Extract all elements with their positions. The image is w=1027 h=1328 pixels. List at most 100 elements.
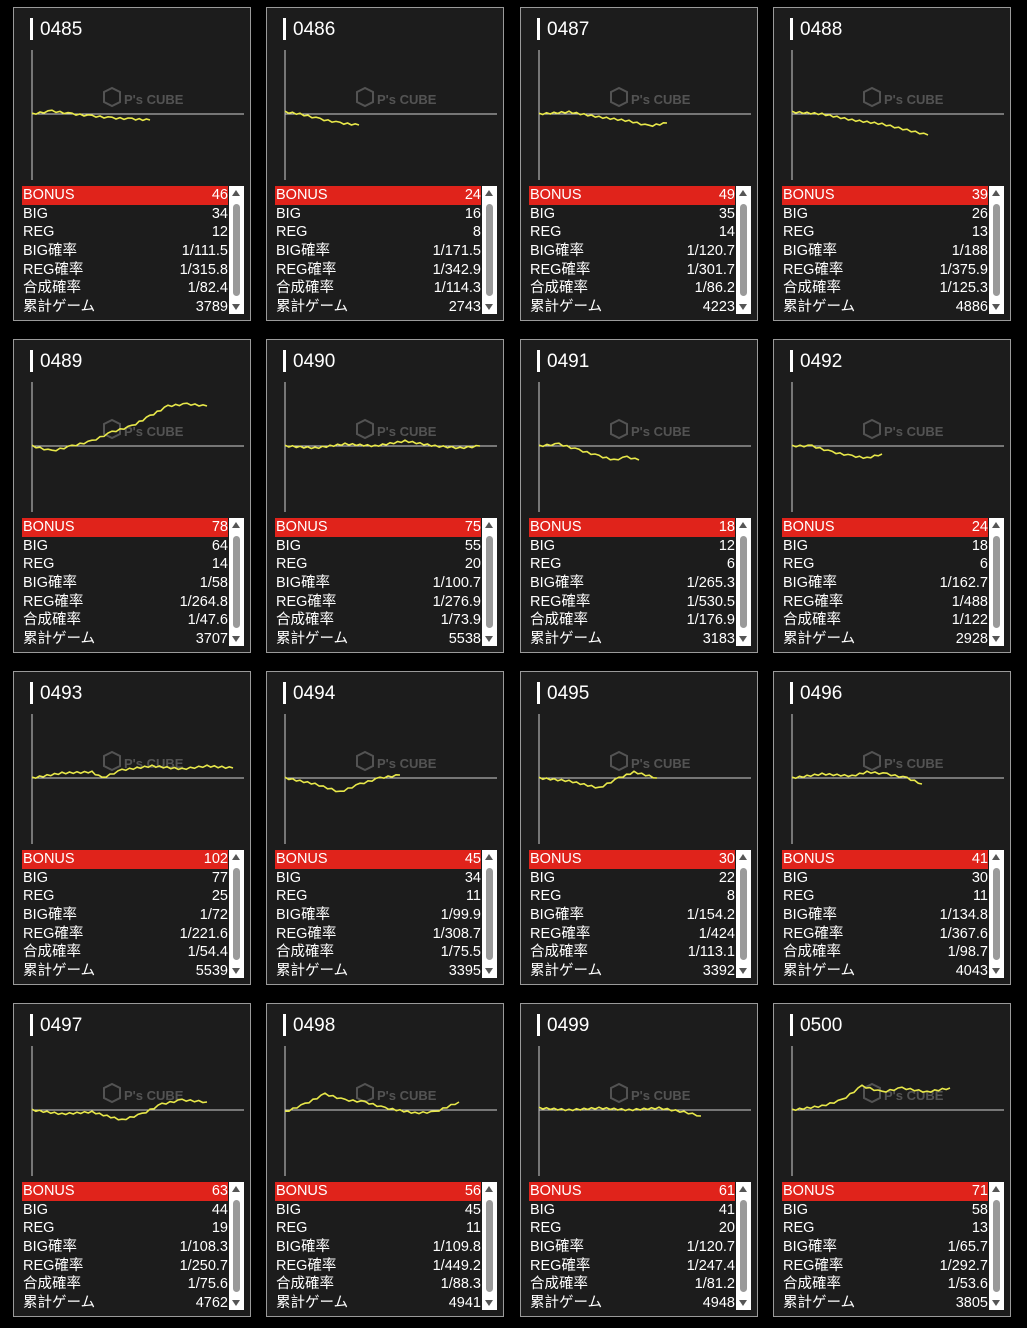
machine-card-0493[interactable]: 0493 P's CUBE BONUS 102 BIG 77 REG 25 BIG確率 1/72 R… — [13, 671, 251, 985]
scroll-thumb[interactable] — [486, 204, 493, 296]
scroll-up-icon[interactable] — [739, 190, 747, 196]
combined-rate-row: 合成確率 1/75.5 — [275, 943, 481, 962]
machine-card-0494[interactable]: 0494 P's CUBE BONUS 45 BIG 34 REG 11 BIG確率 1/99.9… — [266, 671, 504, 985]
stats-scrollbar[interactable] — [736, 186, 751, 314]
stats-scrollbar[interactable] — [229, 1182, 244, 1310]
machine-card-0491[interactable]: 0491 P's CUBE BONUS 18 BIG 12 REG 6 BIG確率 1/265.3… — [520, 339, 758, 653]
scroll-thumb[interactable] — [486, 868, 493, 960]
scroll-up-icon[interactable] — [232, 522, 240, 528]
scroll-up-icon[interactable] — [485, 1186, 493, 1192]
bonus-row: BONUS 18 — [529, 518, 735, 537]
stats-scrollbar[interactable] — [736, 850, 751, 978]
scroll-up-icon[interactable] — [232, 854, 240, 860]
stat-value: 1/171.5 — [432, 243, 481, 260]
stats-scrollbar[interactable] — [736, 518, 751, 646]
stat-label: BONUS — [23, 1183, 75, 1199]
scroll-down-icon[interactable] — [739, 636, 747, 642]
scroll-thumb[interactable] — [233, 536, 240, 628]
scroll-down-icon[interactable] — [485, 968, 493, 974]
stat-value: 12 — [718, 537, 735, 554]
machine-card-0486[interactable]: 0486 P's CUBE BONUS 24 BIG 16 REG 8 BIG確率 1/171.5… — [266, 7, 504, 321]
machine-card-0489[interactable]: 0489 P's CUBE BONUS 78 BIG 64 REG 14 BIG確率 1/58 RE… — [13, 339, 251, 653]
scroll-down-icon[interactable] — [739, 968, 747, 974]
stats-scrollbar[interactable] — [229, 518, 244, 646]
machine-card-0490[interactable]: 0490 P's CUBE BONUS 75 BIG 55 REG 20 BIG確率 1/100.… — [266, 339, 504, 653]
title-accent — [30, 1014, 33, 1036]
stats-scrollbar[interactable] — [989, 186, 1004, 314]
scroll-up-icon[interactable] — [992, 190, 1000, 196]
machine-card-0497[interactable]: 0497 P's CUBE BONUS 63 BIG 44 REG 19 BIG確率 1/108.… — [13, 1003, 251, 1317]
stats-scrollbar[interactable] — [229, 850, 244, 978]
scroll-thumb[interactable] — [993, 1200, 1000, 1292]
scroll-down-icon[interactable] — [232, 1300, 240, 1306]
stats-scrollbar[interactable] — [989, 850, 1004, 978]
big-row: BIG 58 — [782, 1201, 988, 1220]
machine-card-0496[interactable]: 0496 P's CUBE BONUS 41 BIG 30 REG 11 BIG確率 1/134.… — [773, 671, 1011, 985]
total-games-row: 累計ゲーム 2743 — [275, 298, 481, 317]
scroll-up-icon[interactable] — [992, 522, 1000, 528]
scroll-thumb[interactable] — [233, 204, 240, 296]
scroll-down-icon[interactable] — [992, 304, 1000, 310]
bonus-row: BONUS 41 — [782, 850, 988, 869]
stats-scrollbar[interactable] — [989, 518, 1004, 646]
machine-card-0500[interactable]: 0500 P's CUBE BONUS 71 BIG 58 REG 13 BIG確率 1/65.7… — [773, 1003, 1011, 1317]
scroll-up-icon[interactable] — [485, 854, 493, 860]
scroll-down-icon[interactable] — [739, 1300, 747, 1306]
scroll-thumb[interactable] — [993, 204, 1000, 296]
stat-value: 20 — [718, 1220, 735, 1237]
watermark-logo: P's CUBE — [103, 418, 184, 440]
machine-card-0498[interactable]: 0498 P's CUBE BONUS 56 BIG 45 REG 11 BIG確率 1/109.… — [266, 1003, 504, 1317]
machine-card-0499[interactable]: 0499 P's CUBE BONUS 61 BIG 41 REG 20 BIG確率 1/120.… — [520, 1003, 758, 1317]
scroll-thumb[interactable] — [233, 868, 240, 960]
scroll-down-icon[interactable] — [739, 304, 747, 310]
scroll-up-icon[interactable] — [992, 1186, 1000, 1192]
stats-scrollbar[interactable] — [736, 1182, 751, 1310]
stats-scrollbar[interactable] — [482, 1182, 497, 1310]
total-games-row: 累計ゲーム 3392 — [529, 962, 735, 981]
scroll-thumb[interactable] — [993, 536, 1000, 628]
scroll-up-icon[interactable] — [739, 854, 747, 860]
machine-number: 0492 — [800, 351, 843, 372]
stat-label: BIG — [783, 537, 808, 554]
scroll-thumb[interactable] — [740, 536, 747, 628]
scroll-down-icon[interactable] — [232, 304, 240, 310]
machine-card-0495[interactable]: 0495 P's CUBE BONUS 30 BIG 22 REG 8 BIG確率 1/154.2… — [520, 671, 758, 985]
scroll-up-icon[interactable] — [485, 190, 493, 196]
scroll-thumb[interactable] — [740, 204, 747, 296]
stats-scrollbar[interactable] — [989, 1182, 1004, 1310]
scroll-down-icon[interactable] — [485, 304, 493, 310]
scroll-down-icon[interactable] — [992, 1300, 1000, 1306]
scroll-up-icon[interactable] — [739, 1186, 747, 1192]
scroll-down-icon[interactable] — [992, 968, 1000, 974]
scroll-thumb[interactable] — [740, 1200, 747, 1292]
stat-value: 19 — [211, 1220, 228, 1237]
scroll-thumb[interactable] — [233, 1200, 240, 1292]
scroll-down-icon[interactable] — [232, 968, 240, 974]
scroll-down-icon[interactable] — [992, 636, 1000, 642]
scroll-up-icon[interactable] — [232, 190, 240, 196]
scroll-thumb[interactable] — [486, 1200, 493, 1292]
stat-label: BIG確率 — [23, 1239, 77, 1256]
machine-card-0485[interactable]: 0485 P's CUBE BONUS 46 BIG 34 REG 12 BIG確率 1/111.… — [13, 7, 251, 321]
scroll-down-icon[interactable] — [485, 636, 493, 642]
scroll-up-icon[interactable] — [485, 522, 493, 528]
scroll-up-icon[interactable] — [232, 1186, 240, 1192]
stats-scrollbar[interactable] — [482, 850, 497, 978]
machine-card-0492[interactable]: 0492 P's CUBE BONUS 24 BIG 18 REG 6 BIG確率 1/162.7… — [773, 339, 1011, 653]
scroll-thumb[interactable] — [740, 868, 747, 960]
machine-card-0487[interactable]: 0487 P's CUBE BONUS 49 BIG 35 REG 14 BIG確率 1/120.… — [520, 7, 758, 321]
stat-value: 64 — [211, 537, 228, 554]
stats-scrollbar[interactable] — [482, 518, 497, 646]
scroll-down-icon[interactable] — [485, 1300, 493, 1306]
scroll-down-icon[interactable] — [232, 636, 240, 642]
scroll-up-icon[interactable] — [739, 522, 747, 528]
machine-card-0488[interactable]: 0488 P's CUBE BONUS 39 BIG 26 REG 13 BIG確率 1/188 R… — [773, 7, 1011, 321]
scroll-thumb[interactable] — [486, 536, 493, 628]
scroll-up-icon[interactable] — [992, 854, 1000, 860]
scroll-thumb[interactable] — [993, 868, 1000, 960]
big-row: BIG 35 — [529, 205, 735, 224]
slump-line — [31, 402, 208, 452]
stat-label: 累計ゲーム — [276, 1295, 349, 1312]
stats-scrollbar[interactable] — [229, 186, 244, 314]
stats-scrollbar[interactable] — [482, 186, 497, 314]
